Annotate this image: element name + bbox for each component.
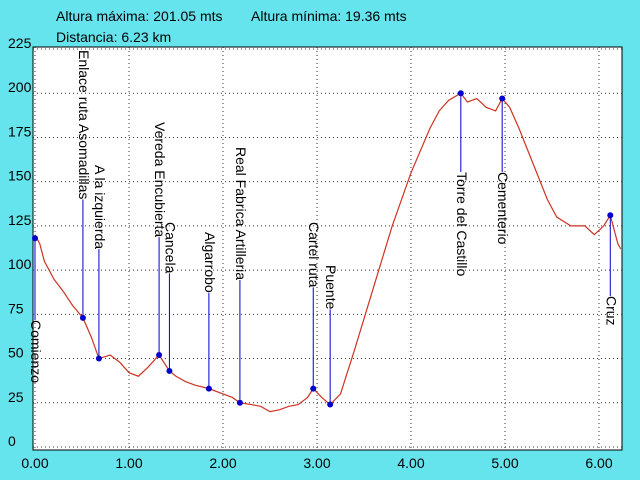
- waypoint-label: Cancela: [162, 222, 178, 274]
- waypoint-label: Puente: [323, 265, 339, 310]
- waypoint: [205, 385, 212, 392]
- waypoint-label: Torre del Castillo: [454, 172, 470, 276]
- waypoint-label: Vereda Encubierta: [152, 122, 168, 237]
- x-tick-label: 0.00: [21, 455, 48, 471]
- waypoint: [499, 95, 506, 102]
- y-tick-label: 50: [8, 345, 24, 361]
- waypoint-label: Cementerio: [495, 172, 511, 245]
- waypoint-label: Enlace ruta Asomadillas: [76, 50, 92, 199]
- waypoint-label: A la izquierda: [92, 165, 108, 249]
- waypoint: [95, 355, 102, 362]
- plot-area: [32, 46, 623, 451]
- x-tick-label: 6.00: [585, 455, 612, 471]
- y-tick-label: 225: [8, 35, 32, 51]
- x-tick-label: 4.00: [397, 455, 424, 471]
- y-tick-label: 0: [8, 433, 16, 449]
- header-stat: Distancia: 6.23 km: [56, 29, 171, 45]
- waypoint-label: Cruz: [603, 296, 619, 326]
- y-tick-label: 125: [8, 212, 32, 228]
- y-tick-label: 100: [8, 256, 32, 272]
- x-tick-label: 5.00: [491, 455, 518, 471]
- waypoint: [166, 367, 173, 374]
- waypoint: [236, 399, 243, 406]
- waypoint: [457, 90, 464, 97]
- y-tick-label: 200: [8, 79, 32, 95]
- waypoint-label: Real Fabrica Artilleria: [233, 147, 249, 280]
- waypoint: [32, 235, 38, 242]
- x-tick-label: 3.00: [303, 455, 330, 471]
- y-tick-label: 175: [8, 123, 32, 139]
- waypoint: [156, 352, 163, 359]
- waypoint-label: Comienzo: [28, 320, 44, 383]
- waypoint-label: Algarrobo: [202, 232, 218, 293]
- waypoint: [607, 212, 614, 219]
- waypoint: [79, 314, 86, 321]
- header-stat: Altura máxima: 201.05 mts: [56, 8, 223, 24]
- y-tick-label: 150: [8, 168, 32, 184]
- waypoint: [310, 385, 317, 392]
- y-tick-label: 75: [8, 300, 24, 316]
- elevation-line: [34, 92, 622, 413]
- x-tick-label: 2.00: [209, 455, 236, 471]
- header-stat: Altura mínima: 19.36 mts: [251, 8, 407, 24]
- x-tick-label: 1.00: [115, 455, 142, 471]
- y-tick-label: 25: [8, 389, 24, 405]
- waypoint: [327, 401, 334, 408]
- waypoint-label: Cartel ruta: [306, 222, 322, 288]
